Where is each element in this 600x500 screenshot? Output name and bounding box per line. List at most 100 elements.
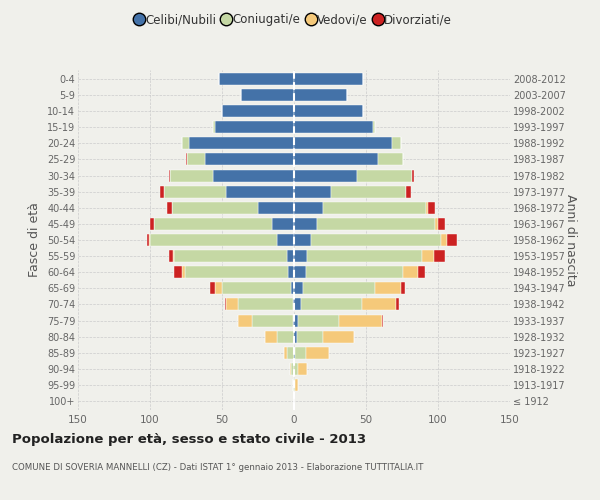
- Bar: [185, 266, 288, 278]
- Bar: [377, 154, 403, 166]
- Bar: [295, 347, 305, 359]
- Bar: [338, 314, 382, 326]
- Bar: [277, 234, 294, 246]
- Bar: [428, 202, 435, 214]
- Bar: [294, 234, 311, 246]
- Bar: [215, 121, 294, 133]
- Bar: [323, 330, 355, 342]
- Bar: [272, 218, 294, 230]
- Bar: [317, 218, 435, 230]
- Bar: [403, 266, 418, 278]
- Bar: [226, 186, 294, 198]
- Y-axis label: Anni di nascita: Anni di nascita: [564, 194, 577, 286]
- Bar: [418, 266, 425, 278]
- Bar: [374, 282, 401, 294]
- Bar: [294, 218, 317, 230]
- Bar: [435, 218, 438, 230]
- Bar: [277, 330, 294, 342]
- Bar: [175, 250, 287, 262]
- Bar: [301, 298, 362, 310]
- Bar: [401, 282, 405, 294]
- Bar: [294, 266, 305, 278]
- Bar: [294, 347, 295, 359]
- Bar: [323, 202, 427, 214]
- Bar: [294, 105, 363, 117]
- Bar: [252, 314, 293, 326]
- Bar: [187, 154, 205, 166]
- Bar: [294, 73, 363, 85]
- Bar: [294, 314, 298, 326]
- Bar: [294, 170, 358, 181]
- Bar: [160, 186, 164, 198]
- Bar: [362, 298, 396, 310]
- Bar: [164, 186, 226, 198]
- Bar: [298, 363, 307, 375]
- Bar: [294, 298, 301, 310]
- Bar: [170, 170, 214, 181]
- Y-axis label: Fasce di età: Fasce di età: [28, 202, 41, 278]
- Bar: [427, 202, 428, 214]
- Bar: [294, 89, 347, 101]
- Bar: [294, 250, 307, 262]
- Bar: [167, 202, 172, 214]
- Bar: [298, 314, 338, 326]
- Bar: [189, 138, 294, 149]
- Bar: [446, 234, 457, 246]
- Bar: [172, 202, 258, 214]
- Bar: [214, 121, 215, 133]
- Bar: [186, 154, 187, 166]
- Bar: [295, 379, 298, 391]
- Bar: [238, 298, 293, 310]
- Bar: [169, 170, 170, 181]
- Bar: [305, 266, 403, 278]
- Bar: [226, 298, 238, 310]
- Bar: [392, 138, 401, 149]
- Bar: [294, 154, 377, 166]
- Bar: [294, 282, 302, 294]
- Bar: [294, 379, 295, 391]
- Bar: [205, 154, 294, 166]
- Bar: [358, 170, 412, 181]
- Bar: [149, 234, 150, 246]
- Bar: [311, 234, 441, 246]
- Bar: [412, 170, 413, 181]
- Bar: [294, 121, 373, 133]
- Bar: [147, 234, 149, 246]
- Bar: [182, 266, 185, 278]
- Bar: [434, 250, 445, 262]
- Bar: [396, 298, 399, 310]
- Bar: [302, 282, 374, 294]
- Bar: [150, 218, 154, 230]
- Bar: [287, 347, 294, 359]
- Bar: [373, 121, 374, 133]
- Bar: [175, 266, 182, 278]
- Bar: [211, 282, 215, 294]
- Bar: [422, 250, 434, 262]
- Bar: [238, 314, 252, 326]
- Bar: [222, 105, 294, 117]
- Bar: [288, 266, 294, 278]
- Bar: [214, 170, 294, 181]
- Bar: [331, 186, 406, 198]
- Bar: [305, 347, 329, 359]
- Bar: [441, 234, 446, 246]
- Bar: [241, 89, 294, 101]
- Text: COMUNE DI SOVERIA MANNELLI (CZ) - Dati ISTAT 1° gennaio 2013 - Elaborazione TUTT: COMUNE DI SOVERIA MANNELLI (CZ) - Dati I…: [12, 462, 424, 471]
- Bar: [297, 330, 323, 342]
- Legend: Celibi/Nubili, Coniugati/e, Vedovi/e, Divorziati/e: Celibi/Nubili, Coniugati/e, Vedovi/e, Di…: [136, 14, 452, 26]
- Bar: [294, 330, 297, 342]
- Bar: [307, 250, 422, 262]
- Bar: [291, 282, 294, 294]
- Bar: [225, 298, 226, 310]
- Bar: [154, 218, 272, 230]
- Bar: [219, 73, 294, 85]
- Bar: [215, 282, 222, 294]
- Bar: [294, 138, 392, 149]
- Bar: [294, 186, 331, 198]
- Bar: [150, 234, 277, 246]
- Bar: [293, 379, 294, 391]
- Bar: [258, 202, 294, 214]
- Bar: [287, 250, 294, 262]
- Bar: [182, 138, 189, 149]
- Bar: [290, 363, 291, 375]
